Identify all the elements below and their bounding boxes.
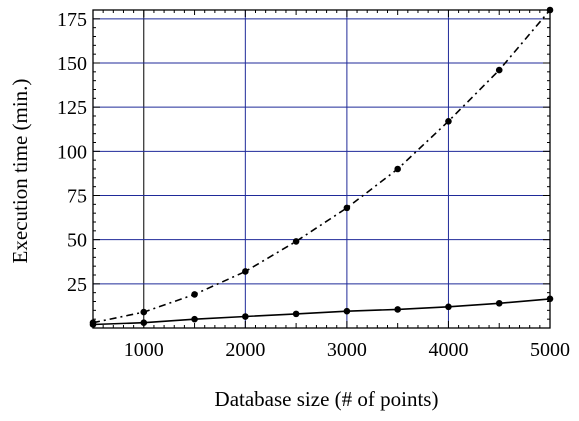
series-1-point	[292, 238, 300, 245]
y-tick-label: 50	[67, 230, 87, 252]
series-2-line	[92, 298, 551, 326]
y-tick-label: 150	[57, 53, 87, 75]
series-1-point	[343, 204, 351, 212]
x-tick-label: 1000	[124, 339, 164, 361]
series-2-point	[445, 303, 452, 311]
tick-labels: 1000 2000 3000 4000 5000 25 50 75 100 125 150 175	[57, 9, 570, 361]
y-tick-label: 25	[67, 274, 87, 296]
x-tick-label: 3000	[327, 339, 367, 361]
y-tick-label: 75	[67, 186, 87, 208]
series-1-point	[495, 66, 503, 74]
plot-frame	[92, 9, 551, 329]
series-1-point	[445, 118, 452, 125]
series-1-point	[546, 6, 554, 14]
series-2-point	[495, 299, 503, 307]
series-2-point	[140, 319, 148, 327]
series-2-point	[546, 295, 554, 303]
y-tick-label: 175	[57, 9, 87, 31]
y-tick-label: 125	[57, 97, 87, 119]
grid	[93, 10, 551, 328]
series-1-point	[394, 165, 401, 173]
series-2-point	[394, 306, 401, 313]
series-2-point	[191, 315, 198, 323]
x-tick-label: 5000	[530, 339, 570, 361]
series-2-point	[343, 307, 351, 315]
series-1-point	[191, 291, 198, 298]
y-tick-label: 100	[57, 141, 87, 163]
series-group	[89, 6, 554, 328]
y-axis-title: Execution time (min.)	[8, 79, 32, 264]
series-1-point	[140, 308, 148, 316]
series-2-point	[292, 310, 300, 318]
series-1-point	[242, 268, 249, 275]
series-2-point	[242, 313, 249, 320]
plot-border	[92, 9, 551, 329]
x-tick-label: 2000	[225, 339, 265, 361]
series-2-point	[89, 321, 97, 328]
x-axis-title: Database size (# of points)	[215, 387, 439, 411]
x-tick-label: 4000	[428, 339, 468, 361]
series-1-line	[92, 9, 551, 324]
